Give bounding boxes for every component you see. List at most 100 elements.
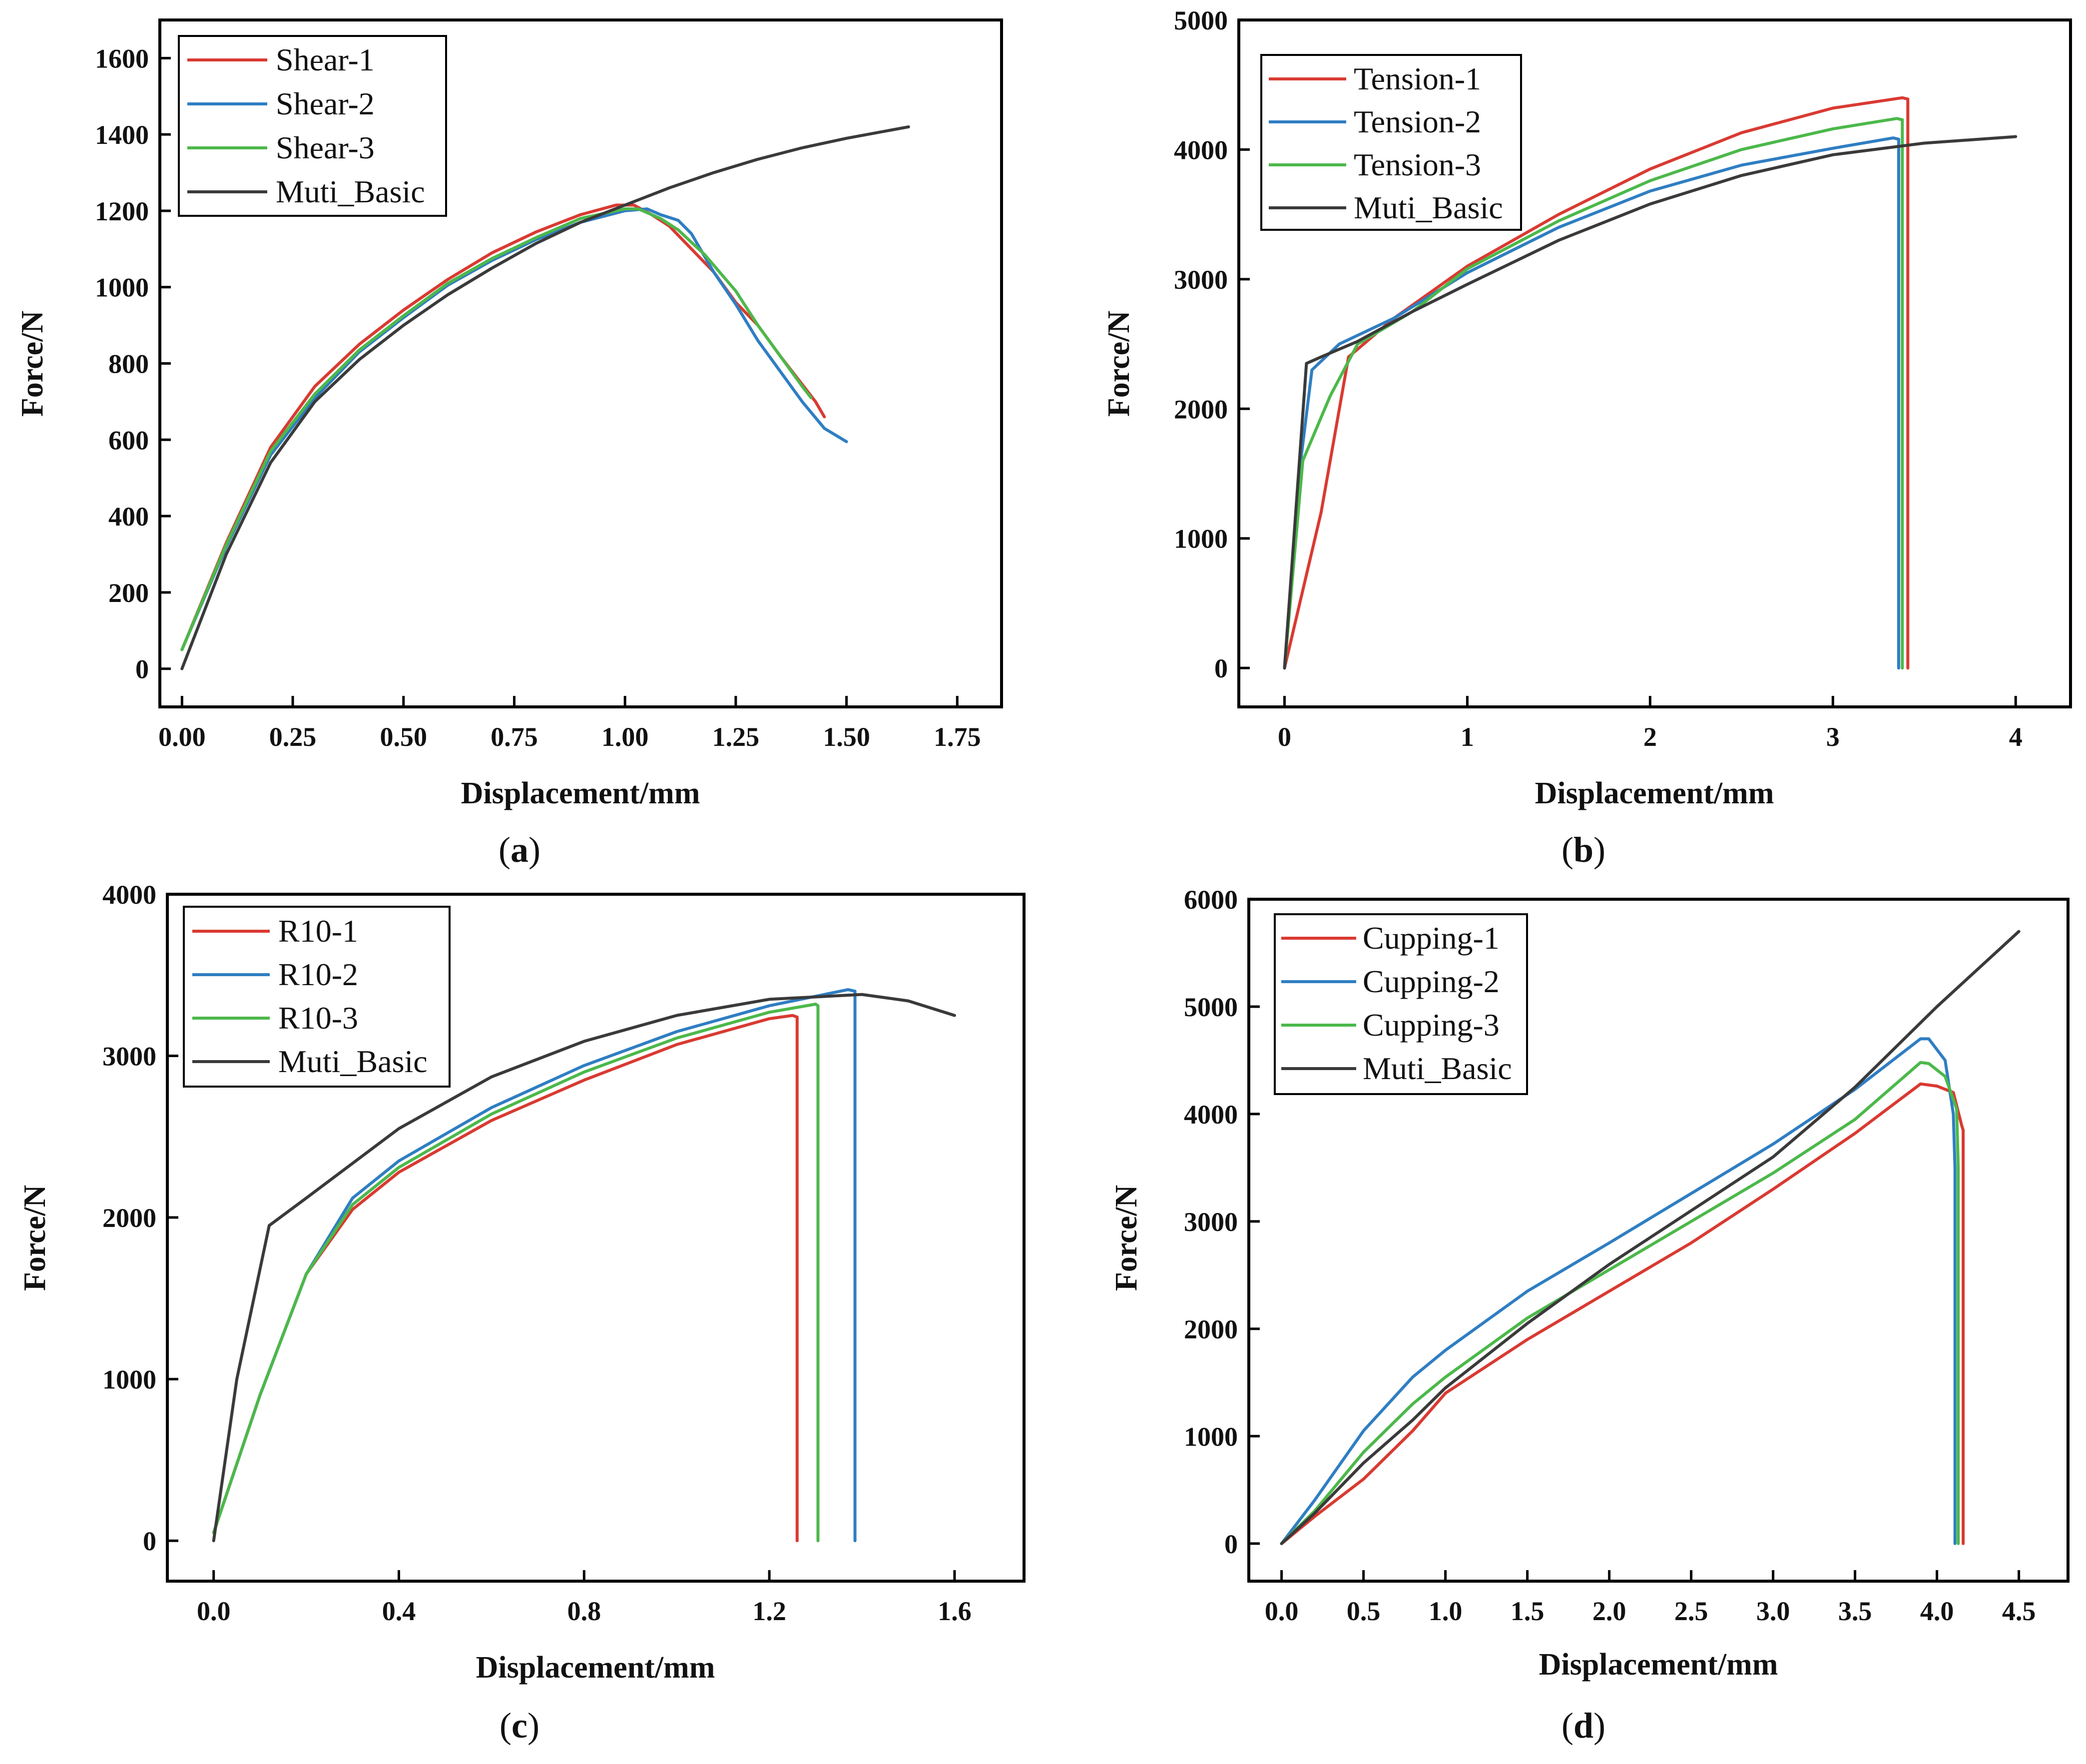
panel-a-xlabel: Displacement/mm [461,776,700,810]
panel-b-xtick-label: 0 [1278,722,1291,752]
panel-b-legend-box [1260,54,1522,231]
panel-d: 0.0 0.5 1.0 1.5 2.0 2.5 3.0 3.5 4.0 4.5 0 1000 2000… [1109,885,2070,1746]
panel-a-xticks: 0.00 0.25 0.50 0.75 1.00 1.25 1.50 1.75 [158,696,981,752]
panel-c-xtick-label: 0.4 [382,1596,416,1626]
panel-b-legend-label-4: Muti_Basic [1354,190,1503,225]
panel-d-series-cupping-1 [1280,1082,1965,1545]
panel-b-series-tension-2 [1283,136,1900,670]
panel-d-xtick-label: 4.0 [1920,1596,1954,1626]
panel-c-xticks: 0.0 0.4 0.8 1.2 1.6 [197,1570,972,1626]
panel-b-ytick-label: 1000 [1174,524,1228,554]
panel-c-legend-label-3: R10-3 [278,1000,358,1036]
panel-d-xticks: 0.0 0.5 1.0 1.5 2.0 2.5 3.0 3.5 4.0 4.5 [1265,1570,2036,1626]
panel-a-xtick-label: 0.25 [269,722,317,752]
panel-b-legend-label-3: Tension-3 [1354,147,1481,182]
panel-b-ylabel: Force/N [1102,311,1136,417]
panel-a-series-shear-1 [180,203,826,651]
panel-a-ytick-label: 1000 [95,273,149,303]
panel-d-yticks: 0 1000 2000 3000 4000 5000 6000 [1184,885,1260,1559]
panel-a-xtick-label: 1.00 [601,722,649,752]
panel-a-xtick-label: 0.00 [158,722,206,752]
panel-c-series-r10-3 [212,1003,820,1543]
panel-a-caption-letter: a [511,830,528,870]
panel-d-legend-label-4: Muti_Basic [1363,1051,1512,1086]
panel-b-xticks: 0 1 2 3 4 [1278,696,2023,752]
panel-b-ytick-label: 0 [1214,653,1228,683]
panel-b-legend: Tension-1 Tension-2 Tension-3 Muti_Basic [1260,54,1522,231]
panel-b-xlabel: Displacement/mm [1535,776,1774,810]
panel-d-ytick-label: 5000 [1184,992,1238,1022]
panel-b-xtick-label: 2 [1643,722,1657,752]
panel-a-series-muti-basic [180,125,910,670]
panel-a-ytick-label: 400 [108,502,149,532]
panel-a-ytick-label: 1600 [95,43,149,73]
panel-d-xtick-label: 4.5 [2002,1596,2036,1626]
panel-b-series-muti-basic [1283,135,2018,670]
panel-d-legend: Cupping-1 Cupping-2 Cupping-3 Muti_Basic [1274,913,1528,1095]
panel-c-ytick-label: 2000 [102,1203,156,1233]
panel-c-xtick-label: 1.6 [938,1596,972,1626]
panel-d-plot-frame [1247,898,2070,1583]
panel-b-plot-frame [1237,18,2072,708]
panel-d-legend-label-1: Cupping-1 [1363,920,1500,956]
panel-c-caption-letter: c [512,1706,527,1746]
panel-b-series-group [1283,96,2018,670]
panel-d-xtick-label: 3.0 [1756,1596,1790,1626]
panel-d-xtick-label: 0.5 [1347,1596,1381,1626]
panel-a-xtick-label: 0.75 [491,722,538,752]
panel-c-ytick-label: 1000 [102,1365,156,1395]
panel-b-yticks: 0 1000 2000 3000 4000 5000 [1174,5,1250,683]
panel-d-xtick-label: 2.0 [1592,1596,1626,1626]
panel-c-series-group [212,988,956,1543]
panel-d-caption: (d) [1562,1706,1605,1746]
panel-d-ytick-label: 2000 [1184,1314,1238,1344]
panel-c-series-muti-basic [212,993,956,1543]
panel-d-xtick-label: 2.5 [1674,1596,1708,1626]
panel-d-xlabel: Displacement/mm [1539,1648,1778,1682]
panel-a-ylabel: Force/N [15,311,49,417]
panel-a-series-group [180,125,910,670]
panel-a-legend-label-1: Shear-1 [276,42,375,77]
panel-a-legend-label-2: Shear-2 [276,86,375,121]
panel-b-ytick-label: 5000 [1174,5,1228,35]
panel-c-ylabel: Force/N [18,1185,52,1291]
panel-c-ytick-label: 0 [143,1526,156,1556]
panel-c-yticks: 0 1000 2000 3000 4000 [102,880,178,1556]
panel-d-series-cupping-2 [1280,1037,1957,1545]
panel-c-legend-box [183,906,451,1088]
panel-c-legend-label-1: R10-1 [278,913,358,949]
panel-c: 0.0 0.4 0.8 1.2 1.6 0 1000 2000 3000 4000 Displa… [18,880,1026,1746]
panel-d-xtick-label: 1.5 [1511,1596,1545,1626]
panel-d-series-group [1280,930,2021,1545]
panel-a-ytick-label: 200 [108,578,149,608]
panel-a-ytick-label: 600 [108,425,149,455]
panel-a-xtick-label: 1.75 [934,722,981,752]
panel-b-xtick-label: 3 [1826,722,1840,752]
panel-d-ytick-label: 4000 [1184,1100,1238,1130]
panel-a-caption: (a) [499,830,540,870]
panel-c-legend-label-4: Muti_Basic [278,1044,428,1079]
panel-d-xtick-label: 3.5 [1838,1596,1872,1626]
panel-d-ytick-label: 3000 [1184,1207,1238,1237]
panel-a-ytick-label: 0 [135,654,149,684]
panel-d-ylabel: Force/N [1109,1185,1143,1291]
panel-d-ytick-label: 1000 [1184,1422,1238,1452]
panel-d-legend-label-2: Cupping-2 [1363,964,1500,999]
panel-c-ytick-label: 3000 [102,1042,156,1072]
panel-b-xtick-label: 4 [2009,722,2023,752]
panel-d-xtick-label: 1.0 [1429,1596,1463,1626]
panel-c-legend-label-2: R10-2 [278,957,358,992]
panel-d-ytick-label: 0 [1224,1529,1238,1559]
panel-a-yticks: 0 200 400 600 800 1000 1200 1400 1600 [95,43,171,684]
panel-a-xtick-label: 0.50 [380,722,428,752]
panel-b-series-tension-3 [1283,117,1904,670]
panel-a-xtick-label: 1.50 [823,722,870,752]
panel-c-xtick-label: 0.0 [197,1596,231,1626]
panel-c-series-r10-1 [212,1014,799,1543]
panel-d-legend-label-3: Cupping-3 [1363,1007,1500,1043]
panel-a-legend-label-4: Muti_Basic [276,174,425,209]
panel-c-legend: R10-1 R10-2 R10-3 Muti_Basic [183,906,451,1088]
panel-b-caption-letter: b [1573,830,1593,870]
panel-a-legend: Shear-1 Shear-2 Shear-3 Muti_Basic [178,35,447,217]
